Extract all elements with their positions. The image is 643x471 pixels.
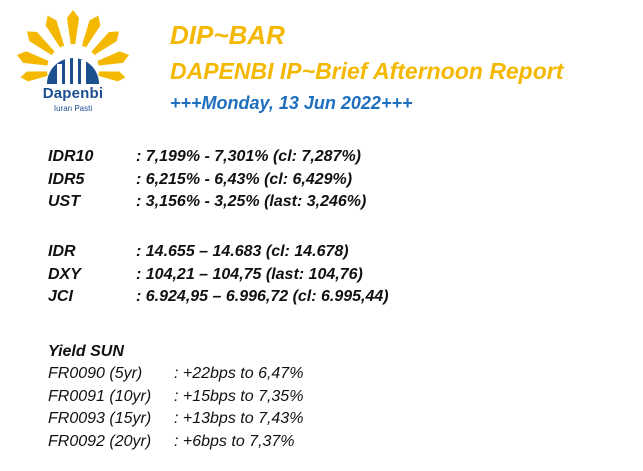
yield-sun-list: FR0090 (5yr) : +22bps to 6,47% FR0091 (10… [48,365,303,455]
bond-label: UST [48,193,80,210]
yield-sun-item: FR0092 (20yr) : +6bps to 7,37% [48,433,303,456]
yield-sun-label: FR0091 (10yr) [48,387,152,405]
dapenbi-logo: Dapenbi Iuran Pasti [14,8,132,126]
sunburst-logo-icon [16,10,130,96]
yield-sun-item: FR0090 (5yr) : +22bps to 6,47% [48,365,303,388]
yield-sun-value: : +6bps to 7,37% [174,432,295,450]
market-quotes: IDR : 14.655 – 14.683 (cl: 14.678) DXY : 1… [48,243,389,311]
yield-sun-label: FR0093 (15yr) [48,410,152,427]
market-label: DXY [48,265,81,283]
market-value: : 104,21 – 104,75 (last: 104,76) [136,265,363,283]
bond-label: IDR10 [48,148,94,165]
report-title: DIP~BAR [170,20,285,50]
market-label: JCI [48,288,73,305]
bond-label: IDR5 [48,170,85,188]
bond-row-idr5: IDR5 : 6,215% - 6,43% (cl: 6,429%) [48,171,366,194]
yield-sun-value: : +15bps to 7,35% [174,387,304,405]
market-value: : 6.924,95 – 6.996,72 (cl: 6.995,44) [136,288,389,305]
yield-sun-heading: Yield SUN [48,343,124,360]
report-date: +++Monday, 13 Jun 2022+++ [170,93,413,113]
bond-row-ust: UST : 3,156% - 3,25% (last: 3,246%) [48,193,366,216]
yield-sun-item: FR0093 (15yr) : +13bps to 7,43% [48,410,303,433]
market-row-jci: JCI : 6.924,95 – 6.996,72 (cl: 6.995,44) [48,288,389,311]
market-row-idr: IDR : 14.655 – 14.683 (cl: 14.678) [48,243,389,266]
yield-sun-item: FR0091 (10yr) : +15bps to 7,35% [48,388,303,411]
market-value: : 14.655 – 14.683 (cl: 14.678) [136,243,349,260]
bond-value: : 3,156% - 3,25% (last: 3,246%) [136,193,367,210]
logo-name: Dapenbi [42,85,104,102]
bond-row-idr10: IDR10 : 7,199% - 7,301% (cl: 7,287%) [48,148,366,171]
report-subtitle: DAPENBI IP~Brief Afternoon Report [170,58,564,84]
market-label: IDR [48,243,76,260]
market-row-dxy: DXY : 104,21 – 104,75 (last: 104,76) [48,266,389,289]
yield-sun-value: : +13bps to 7,43% [174,410,304,427]
bond-value: : 7,199% - 7,301% (cl: 7,287%) [136,148,362,165]
bond-value: : 6,215% - 6,43% (cl: 6,429%) [136,170,353,188]
bond-yields: IDR10 : 7,199% - 7,301% (cl: 7,287%) IDR5… [48,148,366,216]
yield-sun-label: FR0090 (5yr) [48,365,143,382]
yield-sun-label: FR0092 (20yr) [48,432,152,450]
logo-tagline: Iuran Pasti [53,104,93,113]
yield-sun-value: : +22bps to 6,47% [174,365,304,382]
